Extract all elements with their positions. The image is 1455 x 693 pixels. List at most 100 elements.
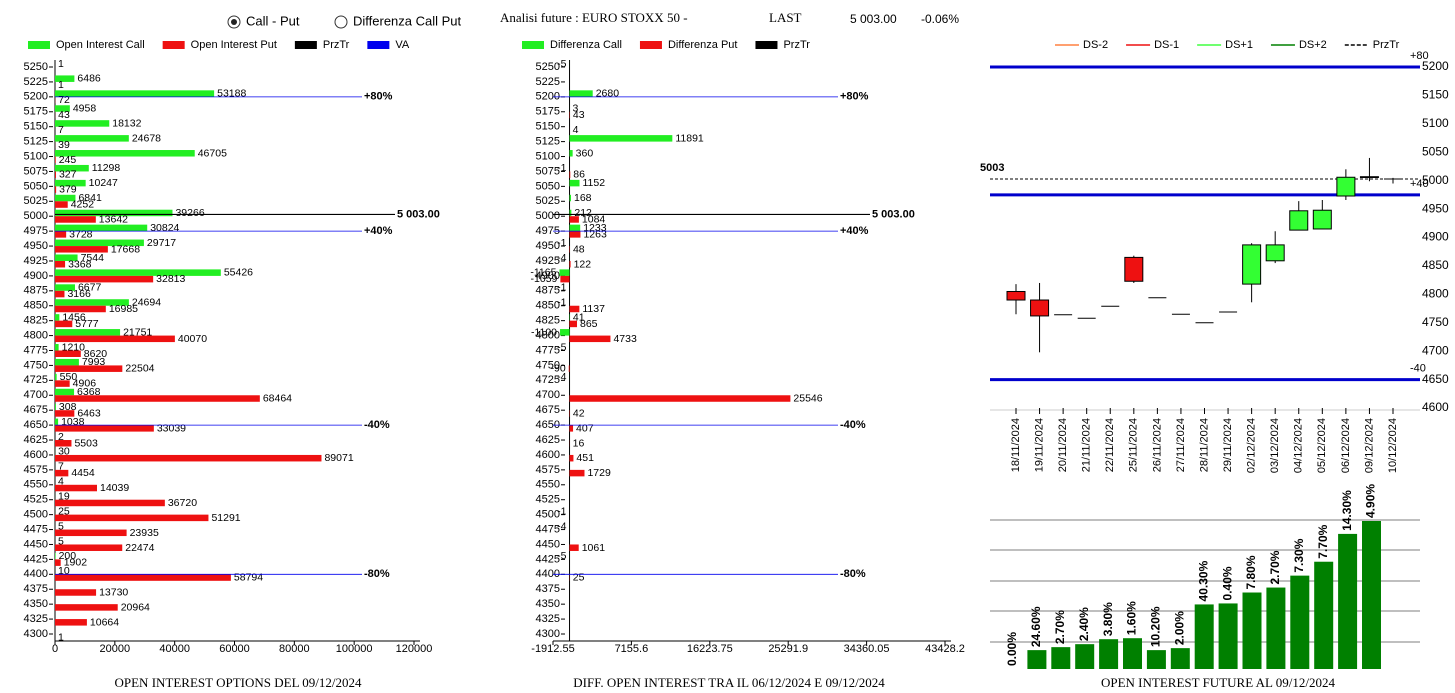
bar: [560, 275, 570, 283]
legend-label: PrzTr: [323, 39, 350, 51]
bar: [55, 469, 69, 477]
y-tick-label: 4325: [536, 613, 560, 625]
bar: [1146, 650, 1166, 669]
value-label: 1137: [582, 303, 605, 315]
value-label: 327: [59, 169, 77, 181]
bar: [55, 410, 75, 417]
y-tick-label: 4825: [536, 315, 560, 327]
y-tick-label: 5125: [536, 136, 560, 148]
x-tick-label: 05/12/2024: [1316, 418, 1328, 473]
value-label: 25: [573, 572, 585, 584]
legend-swatch: [639, 41, 662, 49]
value-label: 1456: [62, 311, 86, 323]
radio-label[interactable]: Differenza Call Put: [353, 13, 462, 28]
value-label: 1: [58, 79, 64, 91]
value-label: -1: [557, 282, 566, 294]
bar: [55, 224, 148, 232]
change-label: 1.60%: [1125, 601, 1139, 635]
value-label: 25546: [793, 393, 822, 405]
y-tick-label: 4425: [536, 553, 560, 565]
x-tick-label: 10/12/2024: [1387, 418, 1399, 473]
y-tick-label: 4900: [1422, 230, 1449, 244]
bar: [55, 150, 195, 157]
bar: [55, 305, 106, 313]
change-label: 24.60%: [1029, 606, 1043, 647]
value-label: 1729: [587, 467, 611, 479]
value-label: 20964: [121, 601, 150, 613]
bar: [569, 194, 571, 202]
value-label: -5: [557, 58, 566, 70]
legend-swatch: [522, 41, 544, 49]
value-label: 24694: [132, 297, 161, 309]
value-label: 1061: [582, 542, 606, 554]
reference-label: +40%: [840, 225, 869, 237]
value-label: 168: [574, 192, 592, 204]
y-tick-label: 4300: [536, 628, 560, 640]
change-label: 0.00%: [1005, 632, 1019, 666]
value-label: 51291: [211, 512, 240, 524]
y-tick-label: 5100: [536, 150, 560, 162]
y-tick-label: 4375: [24, 583, 48, 595]
legend-label: PrzTr: [1373, 39, 1400, 51]
value-label: 4: [573, 124, 579, 136]
value-label: 43: [58, 109, 70, 121]
y-tick-label: 4725: [24, 374, 48, 386]
bar: [1290, 575, 1310, 669]
reference-label: +80%: [364, 91, 393, 103]
radio[interactable]: [334, 15, 348, 29]
bar: [569, 469, 585, 477]
bar: [55, 209, 173, 217]
value-label: 3166: [67, 288, 91, 300]
bar: [55, 314, 60, 321]
change-label: 4.90%: [1364, 484, 1378, 518]
bar: [55, 75, 75, 82]
value-label: 23935: [130, 527, 159, 539]
value-label: 46705: [198, 147, 227, 159]
radio-label[interactable]: Call - Put: [246, 13, 300, 28]
change: -0.06%: [921, 12, 959, 26]
bar: [55, 559, 61, 566]
value-label: 18132: [112, 117, 141, 129]
y-tick-label: 4700: [24, 389, 48, 401]
bar: [55, 589, 97, 596]
value-label: -4: [557, 520, 566, 532]
y-tick-label: 4550: [536, 479, 560, 491]
reference-label: +80: [1410, 50, 1429, 62]
change-label: 10.20%: [1149, 606, 1163, 647]
value-label: 7: [58, 124, 64, 136]
bar: [55, 171, 56, 178]
x-tick-label: 26/11/2024: [1151, 418, 1163, 472]
value-label: 1902: [64, 557, 88, 569]
bar: [1099, 639, 1119, 669]
bar: [569, 216, 579, 223]
y-tick-label: 4850: [536, 300, 560, 312]
y-tick-label: 4425: [24, 553, 48, 565]
value-label: 122: [574, 258, 592, 270]
value-label: -1: [557, 237, 566, 249]
value-label: 407: [576, 422, 594, 434]
y-tick-label: 4700: [536, 389, 560, 401]
y-tick-label: 5225: [24, 76, 48, 88]
x-tick-label: 27/11/2024: [1175, 418, 1187, 472]
bar: [55, 335, 175, 343]
candle-body: [1242, 244, 1262, 285]
bar: [559, 269, 570, 276]
reference-label: -80%: [840, 568, 866, 580]
value-label: 3: [573, 103, 579, 115]
value-label: 7: [58, 461, 64, 473]
bar: [55, 239, 144, 247]
bar: [55, 275, 154, 283]
y-tick-label: 4325: [24, 613, 48, 625]
value-label: 6368: [77, 386, 101, 398]
radio-dot: [231, 19, 237, 25]
value-label: 3728: [69, 228, 93, 240]
bar: [55, 373, 57, 381]
x-tick-label: 34360.05: [844, 643, 890, 655]
y-tick-label: 4575: [24, 464, 48, 476]
legend-label: Open Interest Call: [56, 39, 145, 51]
bar: [55, 544, 123, 551]
y-tick-label: 4600: [24, 449, 48, 461]
value-label: 14039: [100, 482, 129, 494]
x-tick-label: 04/12/2024: [1293, 418, 1305, 473]
x-tick-label: -1912.55: [531, 643, 574, 655]
